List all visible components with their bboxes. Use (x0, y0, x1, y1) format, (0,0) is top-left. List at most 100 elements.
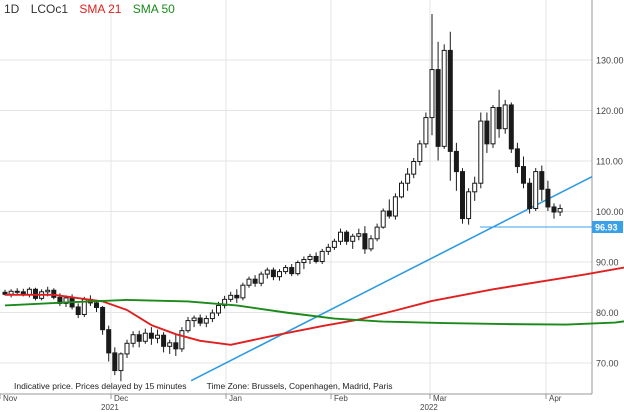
gridlines (0, 0, 592, 394)
candle-body (161, 334, 167, 347)
trendline-layer (190, 175, 593, 382)
x-month-label: Feb (334, 394, 348, 403)
candle-body (435, 69, 441, 147)
x-year-label: 2021 (101, 403, 119, 412)
candle-body (405, 173, 411, 184)
candle-body (130, 334, 136, 344)
y-tick-label: 120.00 (596, 106, 624, 116)
candle-body (490, 106, 496, 145)
candle-body (338, 231, 343, 242)
moving-averages (4, 266, 624, 346)
y-tick-label: 80.00 (596, 308, 619, 318)
candle-body (411, 161, 417, 175)
symbol-label[interactable]: LCOc1 (30, 2, 69, 16)
candle-body (106, 329, 112, 354)
y-tick-label: 100.00 (596, 207, 624, 217)
chart-legend: 1D LCOc1 SMA 21 SMA 50 (4, 2, 183, 16)
candles (2, 14, 563, 382)
candle-body (216, 304, 221, 314)
sma50-line (4, 298, 624, 326)
candle-body (508, 104, 514, 150)
candle-body (179, 330, 185, 350)
x-month-label: Nov (3, 394, 17, 403)
candle-body (423, 117, 429, 145)
x-month-label: Jan (229, 394, 242, 403)
candle-body (63, 297, 69, 304)
candle-body (252, 278, 258, 284)
delay-note: Indicative price. Prices delayed by 15 m… (14, 381, 187, 391)
candle-body (447, 49, 453, 152)
candle-body (118, 353, 124, 372)
candle-body (100, 306, 106, 331)
interval-label[interactable]: 1D (4, 2, 20, 16)
candle-body (209, 312, 215, 320)
candle-body (112, 352, 118, 372)
candle-body (94, 302, 99, 308)
candle-body (307, 255, 313, 260)
candle-body (533, 171, 539, 209)
x-month-label: Mar (433, 394, 447, 403)
candle-body (557, 207, 563, 213)
x-axis: Nov Dec Jan Feb Mar Apr 2021 2022 (0, 0, 593, 412)
candle-body (527, 182, 533, 209)
candle-body (155, 334, 160, 339)
candle-body (496, 106, 502, 130)
footer-note: Indicative price. Prices delayed by 15 m… (14, 381, 411, 391)
candle-body (460, 171, 465, 220)
candle-body (374, 226, 380, 240)
candle-body (203, 318, 209, 324)
candle-body (33, 288, 38, 299)
candle-body (148, 332, 154, 339)
candle-body (380, 210, 386, 228)
y-tick-label: 130.00 (596, 56, 624, 66)
last-price-label: 96.93 (595, 223, 618, 233)
candle-body (277, 271, 282, 278)
last-price-badge (592, 221, 623, 234)
candle-body (167, 342, 173, 347)
sma21-legend[interactable]: SMA 21 (79, 2, 122, 16)
candle-body (75, 306, 81, 316)
y-axis-ticks: 70.00 80.00 90.00 100.00 110.00 120.00 130.00 (596, 56, 624, 369)
candle-body (539, 171, 545, 190)
candle-body (368, 238, 374, 250)
candle-body (466, 191, 472, 220)
candle-body (45, 289, 51, 293)
candle-body (289, 267, 295, 275)
candle-body (551, 206, 557, 213)
candle-body (313, 255, 319, 262)
candle-body (392, 196, 398, 217)
candle-body (331, 240, 337, 248)
candle-body (264, 269, 270, 275)
candle-body (514, 148, 520, 168)
candle-body (350, 235, 356, 242)
x-year-label: 2022 (420, 403, 438, 412)
candle-body (270, 269, 276, 278)
candle-body (545, 188, 551, 208)
candle-body (417, 143, 423, 163)
candle-body (301, 258, 307, 264)
candle-body (295, 262, 301, 275)
candle-body (283, 267, 289, 273)
y-tick-label: 70.00 (596, 359, 619, 369)
candle-body (521, 166, 526, 184)
candle-body (502, 104, 508, 130)
x-month-label: Apr (549, 394, 562, 403)
candle-body (14, 290, 20, 293)
candle-body (441, 49, 447, 147)
timezone-note: Time Zone: Brussels, Copenhagen, Madrid,… (206, 381, 393, 391)
last-price-layer: 96.93 (480, 221, 623, 234)
candle-body (142, 332, 148, 342)
candle-body (319, 250, 325, 262)
candle-body (228, 294, 234, 300)
candle-body (386, 210, 392, 217)
candle-body (478, 120, 484, 184)
sma50-legend[interactable]: SMA 50 (132, 2, 175, 16)
candle-body (325, 246, 331, 252)
candle-body (472, 182, 478, 193)
candle-body (173, 342, 179, 350)
sma21-line (5, 266, 624, 346)
candle-body (191, 317, 197, 322)
support-trendline (190, 175, 593, 382)
y-tick-label: 110.00 (596, 157, 623, 167)
